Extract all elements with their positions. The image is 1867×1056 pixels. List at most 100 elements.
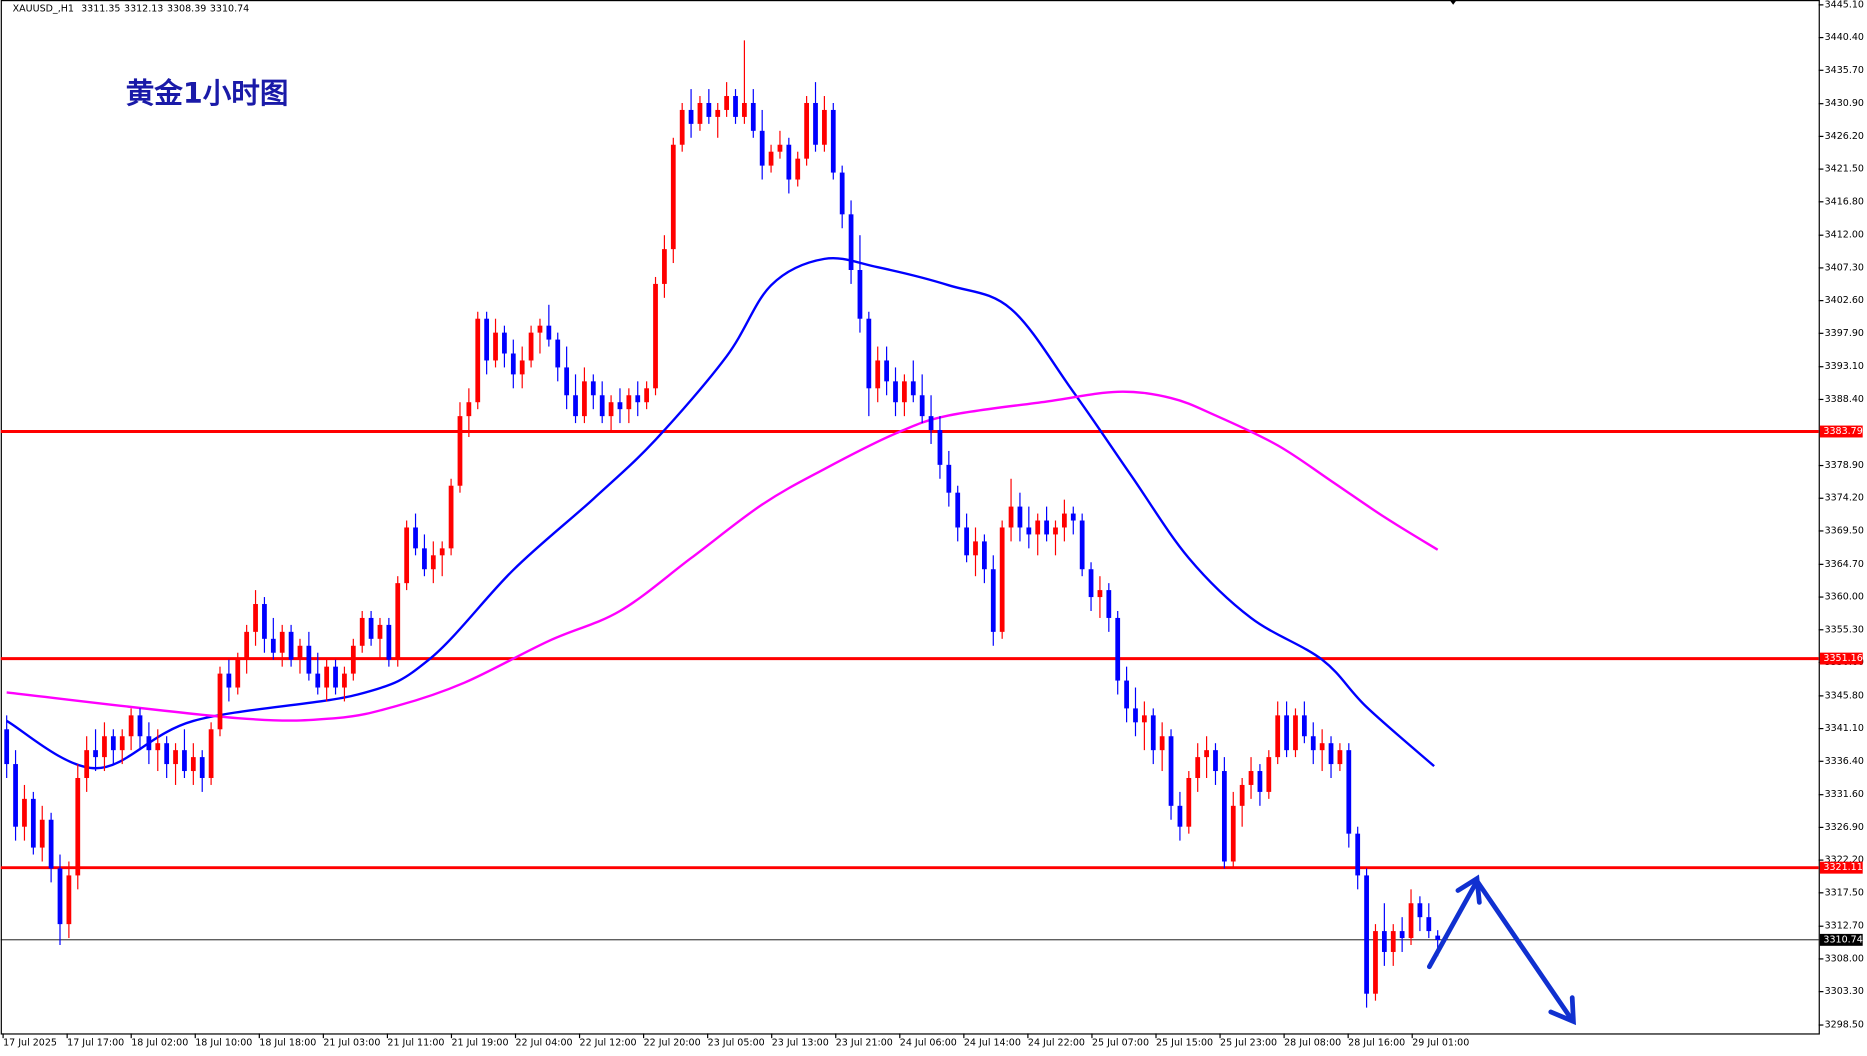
y-tick-label: 3336.40 [1825,756,1864,767]
candle-body [146,736,152,751]
x-tick-label: 17 Jul 2025 [3,1037,57,1048]
x-tick-label: 29 Jul 01:00 [1412,1037,1469,1048]
candle-body [768,151,774,166]
x-tick-label: 23 Jul 13:00 [772,1037,829,1048]
x-tick-label: 21 Jul 19:00 [451,1037,508,1048]
candle-body [502,332,507,354]
candle-body [1150,715,1156,751]
candle-body [350,645,356,674]
candle-body [653,283,658,389]
high: 3312.13 [124,3,163,14]
candle-body [724,96,730,110]
y-tick-label: 3345.80 [1825,690,1864,701]
candle-body [546,325,552,340]
candle-body [155,743,161,751]
candle-body [199,757,205,778]
candle-body [608,402,614,417]
candle-body [1293,715,1298,751]
candle-body [315,673,321,688]
candle-body [688,109,694,124]
x-tick-label: 24 Jul 22:00 [1028,1037,1085,1048]
y-tick-label: 3435.70 [1825,65,1864,76]
price-label-box [1819,933,1863,946]
candle-body [262,604,267,639]
candle-body [1399,931,1405,939]
candle-body [306,645,312,674]
candle-body [1177,805,1183,827]
candle-body [57,868,63,925]
candle-body [786,144,792,180]
candle-body [1079,520,1085,570]
candle-body [1186,777,1192,827]
level-label-box [1819,861,1863,874]
y-tick-label: 3407.30 [1825,262,1864,273]
y-tick-label: 3445.10 [1825,0,1864,10]
candle-body [422,548,427,570]
x-tick-label: 23 Jul 05:00 [708,1037,765,1048]
candle-body [235,659,241,688]
candle-body [66,875,72,925]
candle-body [537,325,543,333]
low: 3308.39 [167,3,206,14]
candle-body [1355,833,1361,876]
y-tick-label: 3421.50 [1825,164,1864,175]
candle-body [1035,520,1041,535]
candle-body [1381,931,1387,952]
y-tick-label: 3430.90 [1825,98,1864,109]
candle-body [866,318,872,389]
candle-body [1266,757,1272,792]
price-label: 3310.74 [1823,934,1862,945]
y-tick-label: 3355.30 [1825,624,1864,635]
candle-body [1088,569,1094,598]
candle-body [1426,917,1432,932]
candle-body [279,631,285,653]
candle-body [1230,805,1236,862]
candle-body [982,541,987,570]
candle-body [1221,771,1227,862]
candle-body [102,736,107,758]
candle-body [164,743,170,765]
open: 3311.35 [81,3,120,14]
candle-body [439,548,445,556]
y-tick-label: 3412.00 [1825,230,1864,241]
candle-body [1159,736,1165,751]
candle-body [333,666,338,688]
marker [1449,0,1457,5]
y-tick-label: 3416.80 [1825,196,1864,207]
candle-body [1070,513,1076,521]
candle-body [1337,750,1343,765]
arrow-head [1548,995,1576,1026]
candle-body [39,819,45,848]
candle-body [1275,715,1281,758]
x-tick-label: 25 Jul 15:00 [1156,1037,1213,1048]
candle-body [1053,527,1058,535]
candle-body [626,395,632,410]
candle-body [715,109,721,117]
x-tick-label: 22 Jul 20:00 [644,1037,701,1048]
x-tick-label: 22 Jul 04:00 [516,1037,573,1048]
candle-body [413,527,418,549]
x-tick-label: 24 Jul 14:00 [964,1037,1021,1048]
candle-body [1310,736,1316,751]
candle-body [208,729,214,778]
x-tick-label: 21 Jul 11:00 [387,1037,444,1048]
y-tick-label: 3298.50 [1825,1020,1864,1031]
candle-body [759,130,765,166]
candle-body [733,96,738,117]
x-tick-label: 23 Jul 21:00 [836,1037,893,1048]
candle-body [964,527,969,556]
x-tick-label: 25 Jul 07:00 [1092,1037,1149,1048]
candle-body [75,777,81,876]
candle-body [893,381,898,403]
candle-body [910,381,916,396]
candle-body [457,416,463,486]
candle-body [359,617,365,646]
candle-body [1435,935,1441,940]
candle-body [128,715,134,737]
candle-body [1373,931,1378,994]
y-tick-label: 3388.40 [1825,394,1864,405]
candle-body [119,736,125,751]
candle-body [742,102,747,117]
candle-body [1301,715,1307,737]
candle-body [190,757,196,772]
